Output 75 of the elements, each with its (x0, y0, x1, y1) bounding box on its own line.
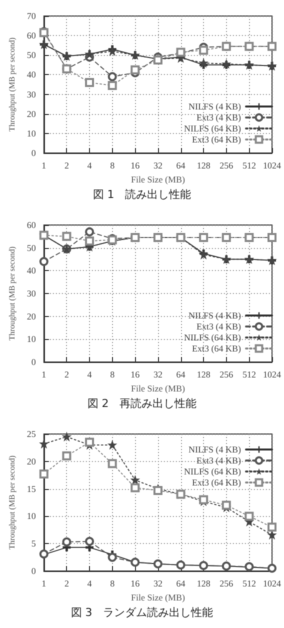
y-axis-title: Throughput (MB per second) (8, 37, 16, 132)
y-tick-label: 50 (26, 242, 36, 253)
x-tick-label: 16 (130, 160, 140, 170)
legend-label: Ext3 (64 KB) (192, 134, 241, 144)
legend-label: NILFS (4 KB) (188, 102, 241, 112)
legend-label: Ext3 (4 KB) (196, 322, 241, 332)
y-tick-label: 0 (31, 357, 36, 367)
legend-label: Ext3 (64 KB) (192, 478, 241, 488)
x-tick-label: 1 (42, 160, 46, 170)
x-tick-label: 128 (196, 578, 211, 588)
x-tick-label: 32 (153, 370, 162, 380)
text: 図 2 再読み出し性能 (87, 397, 197, 410)
legend-label: NILFS (4 KB) (188, 444, 241, 454)
x-tick-label: 256 (220, 160, 234, 170)
y-tick-label: 10 (26, 511, 36, 522)
y-tick-label: 20 (26, 456, 36, 466)
y-tick-label: 30 (26, 89, 36, 100)
y-tick-label: 70 (26, 11, 36, 21)
x-tick-label: 1024 (263, 160, 282, 170)
y-tick-label: 15 (26, 484, 36, 494)
x-tick-label: 64 (176, 578, 186, 588)
legend-label: NILFS (64 KB) (184, 332, 241, 342)
x-tick-label: 1 (42, 370, 46, 380)
x-tick-label: 16 (130, 370, 140, 380)
y-tick-label: 10 (26, 128, 36, 138)
x-tick-label: 128 (196, 160, 211, 170)
y-tick-label: 20 (26, 108, 36, 119)
y-tick-label: 60 (26, 220, 36, 230)
y-tick-label: 30 (26, 288, 36, 298)
x-tick-label: 32 (153, 160, 162, 170)
y-tick-label: 25 (26, 429, 36, 439)
legend-label: Ext3 (4 KB) (196, 456, 241, 466)
legend-label: Ext3 (64 KB) (192, 344, 241, 354)
y-tick-label: 40 (26, 266, 36, 276)
x-tick-label: 1 (42, 578, 46, 588)
legend-label: NILFS (64 KB) (184, 124, 241, 134)
x-tick-label: 2 (64, 160, 69, 170)
y-axis-title: Throughput (MB per second) (8, 246, 16, 340)
x-axis-title: File Size (MB) (130, 383, 185, 394)
y-tick-label: 60 (26, 30, 36, 41)
x-tick-label: 512 (242, 578, 256, 588)
y-tick-label: 10 (26, 334, 36, 344)
x-tick-label: 256 (220, 370, 234, 380)
legend-label: NILFS (64 KB) (184, 466, 241, 476)
x-tick-label: 32 (153, 578, 162, 588)
x-tick-label: 512 (242, 370, 256, 380)
x-tick-label: 8 (110, 578, 116, 588)
x-tick-label: 1024 (263, 578, 282, 588)
x-tick-label: 128 (196, 370, 211, 380)
x-axis-title: File Size (MB) (130, 592, 185, 602)
x-tick-label: 2 (64, 370, 69, 380)
x-tick-label: 2 (64, 578, 69, 588)
x-tick-label: 4 (87, 578, 92, 588)
text: 図 3 ランダム読み出し性能 (70, 606, 214, 619)
y-tick-label: 5 (31, 538, 36, 549)
legend-label: NILFS (4 KB) (188, 310, 241, 320)
x-tick-label: 4 (87, 370, 92, 380)
x-tick-label: 8 (110, 370, 116, 380)
x-axis-title: File Size (MB) (130, 174, 185, 184)
text: 図 1 読み出し性能 (92, 188, 192, 201)
legend-label: Ext3 (4 KB) (196, 112, 241, 122)
x-tick-label: 64 (176, 160, 186, 170)
x-tick-label: 8 (110, 160, 116, 170)
x-tick-label: 16 (130, 578, 140, 588)
y-tick-label: 20 (26, 311, 36, 322)
y-tick-label: 0 (31, 148, 36, 158)
y-tick-label: 50 (26, 50, 36, 60)
y-tick-label: 0 (31, 566, 36, 576)
x-tick-label: 64 (176, 370, 186, 380)
y-tick-label: 40 (26, 70, 36, 80)
x-tick-label: 256 (220, 578, 234, 588)
x-tick-label: 512 (242, 160, 256, 170)
x-tick-label: 4 (87, 160, 92, 170)
y-axis-title: Throughput (MB per second) (8, 455, 16, 550)
x-tick-label: 1024 (263, 370, 282, 380)
